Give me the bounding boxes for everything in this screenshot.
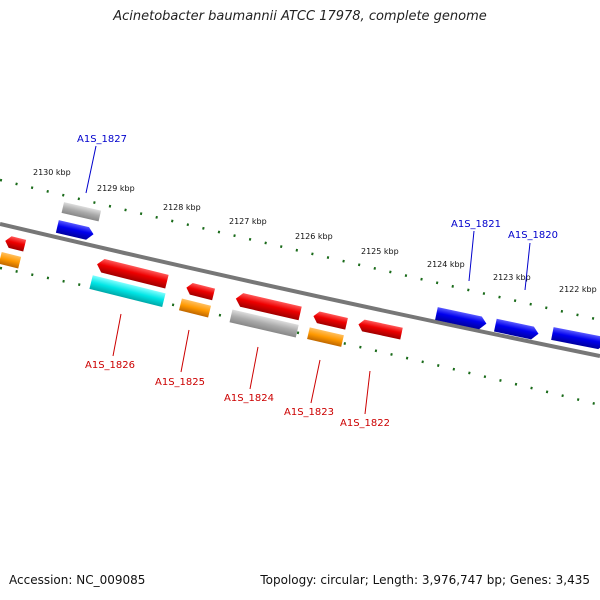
gene-grey-reverse[interactable] xyxy=(229,309,299,338)
leader-line xyxy=(180,329,190,373)
ruler-line-upper xyxy=(0,178,600,322)
gene-forward-edge[interactable] xyxy=(551,327,600,350)
accession-text: Accession: NC_009085 xyxy=(9,573,146,587)
gene-cyan-highlight[interactable] xyxy=(89,275,166,307)
gene-red-edge[interactable] xyxy=(4,235,27,252)
gene-A1S_1820[interactable] xyxy=(494,318,540,341)
tick-label: 2128 kbp xyxy=(163,203,201,212)
gene-label-A1S_1824: A1S_1824 xyxy=(224,393,274,404)
leader-line xyxy=(524,242,531,291)
leader-line xyxy=(85,145,97,194)
gene-A1S_1822[interactable] xyxy=(357,319,403,340)
gene-A1S_1821[interactable] xyxy=(435,307,488,330)
leader-line xyxy=(310,359,321,404)
tick-label: 2126 kbp xyxy=(295,232,333,241)
tick-label: 2124 kbp xyxy=(427,260,465,269)
gene-label-A1S_1823: A1S_1823 xyxy=(284,407,334,418)
gene-orange-small[interactable] xyxy=(307,327,344,347)
leader-line xyxy=(364,370,371,415)
leader-line xyxy=(468,230,475,282)
gene-A1S_1824[interactable] xyxy=(234,292,302,321)
gene-A1S_1825[interactable] xyxy=(185,282,216,301)
tick-label: 2122 kbp xyxy=(559,285,597,294)
map-title: Acinetobacter baumannii ATCC 17978, comp… xyxy=(113,9,487,24)
leader-line xyxy=(249,346,259,390)
gene-A1S_1823[interactable] xyxy=(312,310,348,330)
tick-label: 2123 kbp xyxy=(493,273,531,282)
gene-orange-edge[interactable] xyxy=(0,252,22,269)
gene-label-A1S_1825: A1S_1825 xyxy=(155,377,205,388)
gene-A1S_1826[interactable] xyxy=(95,257,169,289)
gene-label-A1S_1826: A1S_1826 xyxy=(85,360,135,371)
tick-label: 2125 kbp xyxy=(361,247,399,256)
gene-label-A1S_1821: A1S_1821 xyxy=(451,219,501,230)
genome-backbone xyxy=(0,222,600,358)
gene-A1S_1827[interactable] xyxy=(55,220,95,241)
leader-line xyxy=(112,313,122,357)
gene-grey-forward[interactable] xyxy=(61,202,102,222)
tick-label: 2130 kbp xyxy=(33,168,71,177)
gene-label-A1S_1820: A1S_1820 xyxy=(508,230,558,241)
gene-label-A1S_1827: A1S_1827 xyxy=(77,134,127,145)
tick-label: 2129 kbp xyxy=(97,184,135,193)
genome-stats-text: Topology: circular; Length: 3,976,747 bp… xyxy=(260,573,590,587)
gene-orange-rna[interactable] xyxy=(178,298,212,318)
ruler-line-lower xyxy=(0,266,600,407)
tick-label: 2127 kbp xyxy=(229,217,267,226)
gene-label-A1S_1822: A1S_1822 xyxy=(340,418,390,429)
